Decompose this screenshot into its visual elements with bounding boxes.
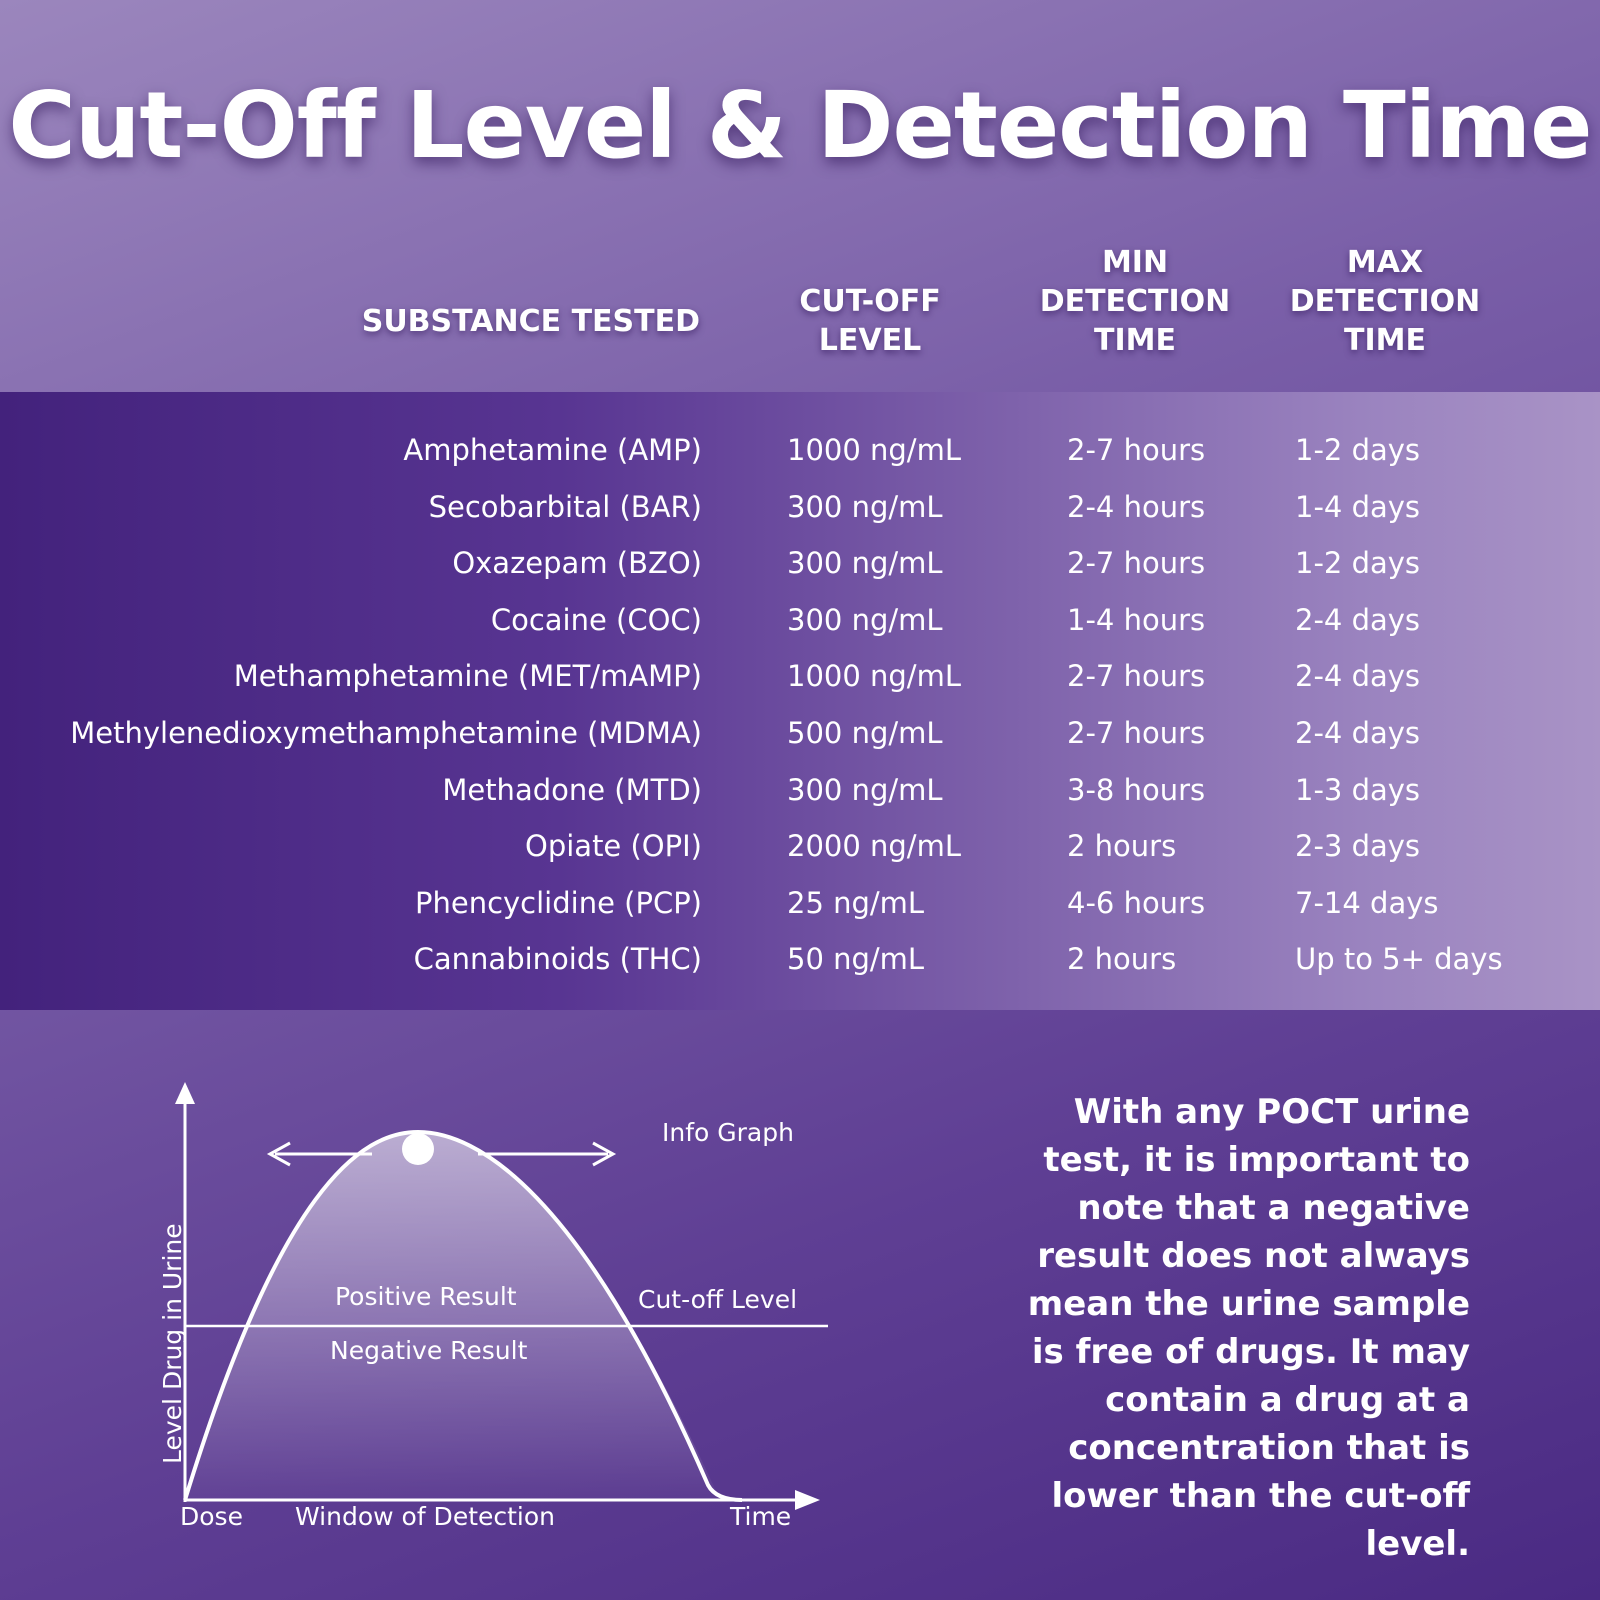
info-graph-title: Info Graph xyxy=(662,1118,794,1147)
cutoff-cell: 300 ng/mL xyxy=(787,489,943,524)
cutoff-cell: 1000 ng/mL xyxy=(787,659,961,694)
cutoff-cell: 300 ng/mL xyxy=(787,772,943,807)
info-graph-svg xyxy=(175,1082,828,1510)
poct-note: With any POCT urine test, it is importan… xyxy=(1027,1092,1470,1564)
cutoff-cell: 300 ng/mL xyxy=(787,602,943,637)
cutoff-cell: 300 ng/mL xyxy=(787,546,943,581)
min-time-cell: 2-7 hours xyxy=(1067,433,1206,467)
min-time-cell: 2-7 hours xyxy=(1067,716,1206,750)
max-time-cell: 2-4 days xyxy=(1295,659,1421,694)
max-time-cell: 1-2 days xyxy=(1295,433,1421,467)
cutoff-cell: 1000 ng/mL xyxy=(787,433,961,467)
info-graph: Info Graph Positive Result Negative Resu… xyxy=(130,1070,850,1550)
cutoff-cell: 500 ng/mL xyxy=(787,716,943,750)
header-max-detection-time: MAX DETECTION TIME xyxy=(1289,245,1481,358)
table-band xyxy=(0,392,1600,1010)
table-row: Cocaine (COC) 300 ng/mL 1-4 hours 2-4 days xyxy=(0,592,1600,649)
max-time-cell: 1-2 days xyxy=(1295,546,1421,581)
min-time-cell: 2-7 hours xyxy=(1067,659,1206,694)
min-time-cell: 2 hours xyxy=(1067,829,1177,864)
max-time-cell: Up to 5+ days xyxy=(1295,942,1503,977)
curve-fill xyxy=(185,1132,720,1500)
right-arrow-icon xyxy=(592,1141,617,1167)
peak-marker xyxy=(402,1133,434,1165)
table-row: Amphetamine (AMP) 1000 ng/mL 2-7 hours 1-2 … xyxy=(0,422,1600,479)
table-row: Opiate (OPI) 2000 ng/mL 2 hours 2-3 days xyxy=(0,818,1600,875)
substance-cell: Secobarbital (BAR) xyxy=(428,489,702,524)
cutoff-level-label: Cut-off Level xyxy=(638,1285,798,1314)
max-time-cell: 7-14 days xyxy=(1295,885,1439,920)
y-axis-label: Level Drug in Urine xyxy=(158,1223,187,1464)
x-axis-arrow-icon xyxy=(795,1490,820,1510)
header-cutoff-level: CUT-OFF LEVEL xyxy=(799,284,941,358)
max-time-cell: 1-3 days xyxy=(1295,772,1421,807)
table-row: Phencyclidine (PCP) 25 ng/mL 4-6 hours 7-14… xyxy=(0,875,1600,932)
header-min-detection-time: MIN DETECTION TIME xyxy=(1039,245,1231,358)
substance-cell: Methamphetamine (MET/mAMP) xyxy=(233,659,702,694)
table-row: Secobarbital (BAR) 300 ng/mL 2-4 hours 1-4 … xyxy=(0,479,1600,536)
y-axis-arrow-icon xyxy=(175,1082,195,1104)
time-label: Time xyxy=(730,1502,792,1531)
cutoff-cell: 2000 ng/mL xyxy=(787,829,961,864)
table-row: Methadone (MTD) 300 ng/mL 3-8 hours 1-3 day… xyxy=(0,762,1600,819)
min-time-cell: 4-6 hours xyxy=(1067,885,1206,920)
substance-cell: Methylenedioxymethamphetamine (MDMA) xyxy=(70,716,702,750)
min-time-cell: 1-4 hours xyxy=(1067,602,1206,637)
positive-result-label: Positive Result xyxy=(335,1282,517,1311)
substance-cell: Opiate (OPI) xyxy=(525,829,702,864)
detection-curve xyxy=(183,1129,743,1502)
min-time-cell: 3-8 hours xyxy=(1067,772,1206,807)
substance-cell: Methadone (MTD) xyxy=(442,772,702,807)
substance-cell: Oxazepam (BZO) xyxy=(452,546,702,581)
dose-label: Dose xyxy=(180,1502,243,1531)
left-arrow-icon xyxy=(266,1141,291,1167)
min-time-cell: 2-7 hours xyxy=(1067,546,1206,581)
table-row: Oxazepam (BZO) 300 ng/mL 2-7 hours 1-2 days xyxy=(0,535,1600,592)
substance-cell: Phencyclidine (PCP) xyxy=(414,885,702,920)
substance-cell: Amphetamine (AMP) xyxy=(403,433,702,467)
cutoff-cell: 25 ng/mL xyxy=(787,885,925,920)
min-time-cell: 2-4 hours xyxy=(1067,489,1206,524)
table-row: Methamphetamine (MET/mAMP) 1000 ng/mL 2-7 … xyxy=(0,648,1600,705)
negative-result-label: Negative Result xyxy=(330,1336,528,1365)
header-substance: SUBSTANCE TESTED xyxy=(361,304,700,339)
substance-cell: Cocaine (COC) xyxy=(490,602,702,637)
substance-cell: Cannabinoids (THC) xyxy=(413,942,702,977)
min-time-cell: 2 hours xyxy=(1067,942,1177,977)
max-time-cell: 2-3 days xyxy=(1295,829,1421,864)
max-time-cell: 2-4 days xyxy=(1295,716,1421,750)
max-time-cell: 1-4 days xyxy=(1295,489,1421,524)
table-row: Cannabinoids (THC) 50 ng/mL 2 hours Up to 5… xyxy=(0,931,1600,988)
max-time-cell: 2-4 days xyxy=(1295,602,1421,637)
table-row: Methylenedioxymethamphetamine (MDMA) 500 … xyxy=(0,705,1600,762)
cutoff-cell: 50 ng/mL xyxy=(787,942,925,977)
window-of-detection-label: Window of Detection xyxy=(295,1502,556,1531)
page-title: Cut-Off Level & Detection Time xyxy=(8,72,1592,179)
